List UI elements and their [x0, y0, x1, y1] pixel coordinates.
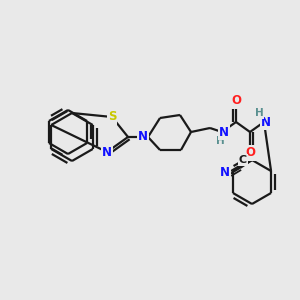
Text: N: N [102, 146, 112, 158]
Text: O: O [231, 94, 241, 107]
Text: H: H [255, 108, 263, 118]
Text: H: H [216, 136, 224, 146]
Text: O: O [245, 146, 255, 160]
Text: N: N [261, 116, 271, 128]
Text: S: S [108, 110, 116, 124]
Text: N: N [220, 166, 230, 178]
Text: N: N [219, 125, 229, 139]
Text: N: N [138, 130, 148, 143]
Text: C: C [239, 155, 247, 165]
